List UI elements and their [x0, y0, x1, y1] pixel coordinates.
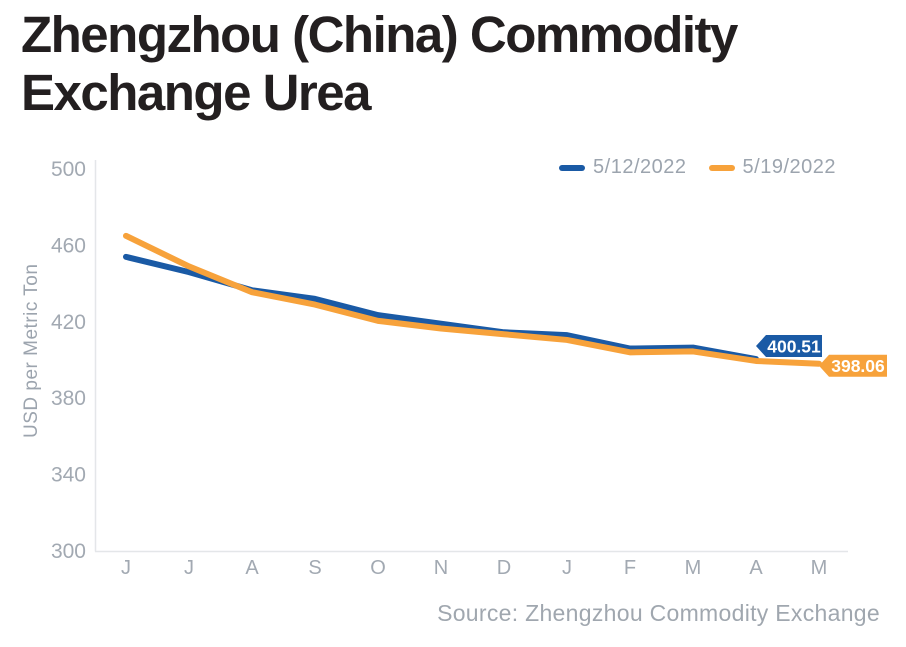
chart-legend: 5/12/2022 5/19/2022 [559, 156, 836, 179]
legend-label: 5/19/2022 [742, 156, 836, 178]
y-tick-label: 380 [51, 387, 86, 410]
x-tick-label: D [497, 557, 511, 579]
chart-title-line1: Zhengzhou (China) Commodity [21, 6, 738, 63]
tag-shape [756, 335, 822, 358]
y-tick-label: 340 [51, 464, 86, 487]
y-tick-label: 500 [51, 158, 86, 181]
legend-dash-icon [708, 164, 735, 171]
end-value-tag-1: 400.51 [756, 335, 822, 358]
x-tick-label: S [308, 557, 321, 579]
end-value-label: 398.06 [831, 356, 885, 376]
x-tick-label: N [434, 557, 448, 579]
x-tick-label: A [749, 557, 763, 579]
x-tick-label: A [245, 557, 259, 579]
legend-label: 5/12/2022 [593, 156, 687, 178]
legend-dash-icon [559, 164, 586, 171]
series-line-2 [123, 232, 822, 367]
source-credit: Source: Zhengzhou Commodity Exchange [437, 600, 880, 626]
x-tick-label: M [685, 557, 702, 579]
x-tick-label: M [811, 557, 828, 579]
y-tick-label: 460 [51, 234, 86, 257]
legend-item-series-2: 5/19/2022 [708, 156, 836, 179]
tag-shape [819, 354, 887, 377]
x-tick-label: F [624, 557, 636, 579]
chart-title: Zhengzhou (China) Commodity Exchange Urea [21, 6, 855, 121]
x-tick-label: J [184, 557, 194, 579]
end-value-label: 400.51 [767, 337, 821, 357]
end-value-tag-2: 398.06 [819, 354, 887, 377]
x-tick-label: O [370, 557, 386, 579]
x-tick-label: J [562, 557, 572, 579]
chart-title-line2: Exchange Urea [21, 63, 372, 121]
series-line-1 [123, 253, 759, 363]
chart-svg: 300 340 380 420 460 500 J J A S O N D J F M A M 400.51 398.… [51, 158, 887, 579]
legend-item-series-1: 5/12/2022 [559, 156, 686, 179]
y-tick-label: 300 [51, 540, 86, 563]
x-tick-label: J [121, 557, 131, 579]
y-tick-label: 420 [51, 311, 86, 334]
